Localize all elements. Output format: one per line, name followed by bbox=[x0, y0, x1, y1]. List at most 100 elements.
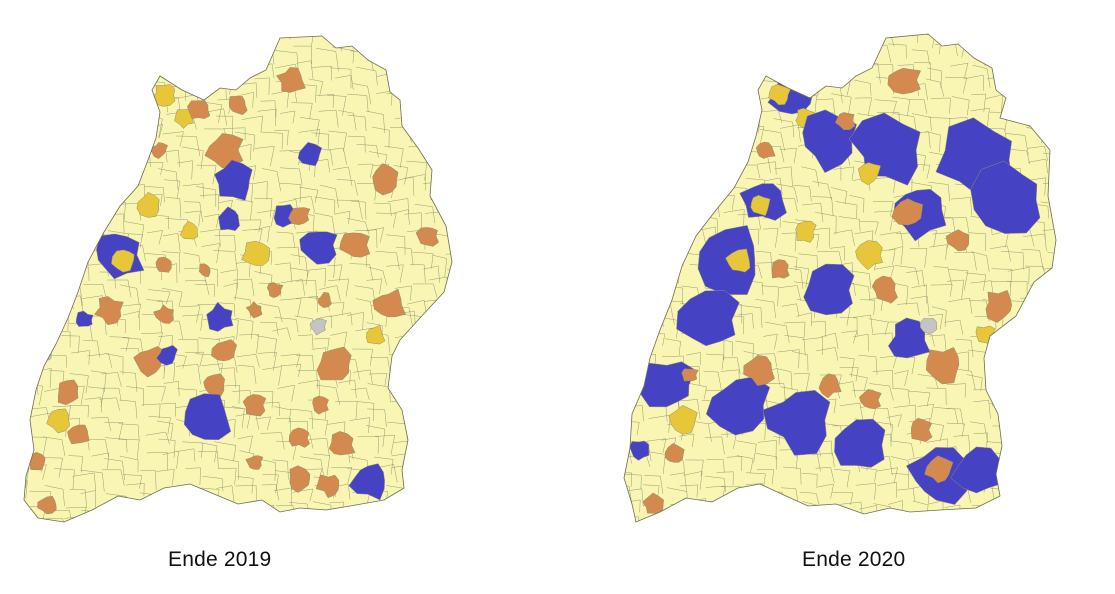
municipal-border bbox=[485, 501, 505, 519]
district-orange bbox=[339, 232, 371, 258]
municipal-border bbox=[566, 315, 585, 333]
municipal-border bbox=[327, 36, 343, 38]
municipal-border bbox=[252, 181, 268, 200]
municipal-border bbox=[45, 518, 67, 522]
municipal-border bbox=[1025, 331, 1048, 349]
municipal-border bbox=[216, 115, 234, 136]
municipal-border bbox=[1087, 95, 1109, 114]
municipal-border bbox=[567, 221, 588, 240]
municipal-border bbox=[1064, 180, 1087, 196]
municipal-border bbox=[68, 83, 94, 99]
district-orange bbox=[312, 395, 329, 415]
municipal-border bbox=[575, 50, 591, 72]
municipal-border bbox=[629, 131, 651, 150]
municipal-border bbox=[1082, 306, 1103, 321]
municipal-border bbox=[972, 64, 991, 88]
municipal-border bbox=[216, 510, 239, 522]
municipal-border bbox=[140, 470, 157, 491]
municipal-border bbox=[541, 334, 558, 355]
municipal-border bbox=[726, 59, 742, 76]
municipal-border bbox=[590, 48, 608, 66]
municipal-border bbox=[182, 183, 204, 199]
municipal-border bbox=[498, 114, 514, 132]
municipal-border bbox=[853, 333, 869, 352]
municipal-border bbox=[384, 145, 404, 168]
municipal-border bbox=[523, 456, 537, 474]
municipal-border bbox=[144, 186, 165, 203]
municipal-border bbox=[146, 386, 166, 402]
municipal-border bbox=[24, 353, 29, 370]
municipal-border bbox=[526, 341, 545, 363]
municipal-border bbox=[337, 199, 363, 220]
municipal-border bbox=[801, 472, 818, 487]
municipal-border bbox=[146, 452, 168, 471]
municipal-border bbox=[404, 78, 425, 95]
municipal-border bbox=[624, 229, 629, 248]
municipal-border bbox=[811, 321, 826, 338]
district-orange bbox=[887, 67, 922, 95]
municipal-border bbox=[737, 313, 754, 329]
municipal-border bbox=[510, 335, 527, 352]
municipal-border bbox=[449, 200, 452, 221]
municipal-border bbox=[925, 78, 945, 97]
municipal-border bbox=[518, 144, 536, 163]
municipal-border bbox=[624, 485, 632, 504]
municipal-border bbox=[289, 421, 309, 434]
municipal-border bbox=[481, 416, 502, 436]
municipal-border bbox=[575, 402, 595, 421]
municipal-border bbox=[566, 69, 586, 89]
municipal-border bbox=[355, 66, 378, 86]
municipal-border bbox=[80, 49, 106, 71]
municipal-border bbox=[685, 197, 707, 214]
municipal-border bbox=[329, 312, 353, 326]
municipal-border bbox=[1049, 168, 1056, 192]
municipal-border bbox=[256, 522, 277, 540]
municipal-border bbox=[1087, 437, 1105, 452]
municipal-border bbox=[252, 505, 275, 519]
municipal-border bbox=[970, 280, 994, 296]
municipal-border bbox=[872, 201, 894, 217]
municipal-border bbox=[24, 349, 40, 363]
municipal-border bbox=[368, 267, 388, 286]
municipal-border bbox=[1098, 523, 1115, 535]
municipal-border bbox=[624, 96, 628, 116]
municipal-border bbox=[204, 108, 228, 126]
municipal-border bbox=[799, 60, 825, 83]
municipal-border bbox=[1097, 489, 1114, 509]
municipal-border bbox=[624, 472, 633, 487]
district-orange bbox=[187, 100, 211, 119]
municipal-border bbox=[1002, 61, 1023, 84]
municipal-border bbox=[196, 186, 217, 207]
municipal-border bbox=[594, 229, 608, 244]
municipal-border bbox=[1077, 252, 1097, 265]
municipal-border bbox=[648, 45, 674, 62]
municipal-border bbox=[389, 501, 411, 519]
municipal-border bbox=[1026, 145, 1049, 161]
municipal-border bbox=[894, 370, 909, 387]
municipal-border bbox=[24, 249, 41, 269]
municipal-border bbox=[346, 93, 369, 113]
district-blue bbox=[299, 231, 338, 265]
municipal-border bbox=[640, 527, 658, 540]
municipal-border bbox=[1087, 501, 1104, 516]
municipal-border bbox=[742, 50, 759, 71]
municipal-border bbox=[624, 182, 634, 196]
municipal-border bbox=[237, 364, 257, 385]
municipal-border bbox=[300, 456, 324, 477]
municipal-border bbox=[590, 31, 615, 49]
municipal-border bbox=[482, 285, 500, 305]
municipal-border bbox=[86, 96, 106, 116]
municipal-border bbox=[1007, 450, 1024, 472]
municipal-border bbox=[624, 119, 629, 137]
municipal-border bbox=[763, 333, 778, 350]
municipal-border bbox=[166, 36, 186, 44]
municipal-border bbox=[593, 314, 614, 335]
municipal-border bbox=[706, 459, 725, 473]
municipal-border bbox=[162, 233, 181, 253]
municipal-border bbox=[426, 145, 442, 166]
municipal-border bbox=[1023, 407, 1042, 424]
municipal-border bbox=[295, 280, 317, 301]
district-orange bbox=[859, 389, 882, 410]
municipal-border bbox=[778, 48, 796, 68]
municipal-border bbox=[280, 353, 301, 368]
